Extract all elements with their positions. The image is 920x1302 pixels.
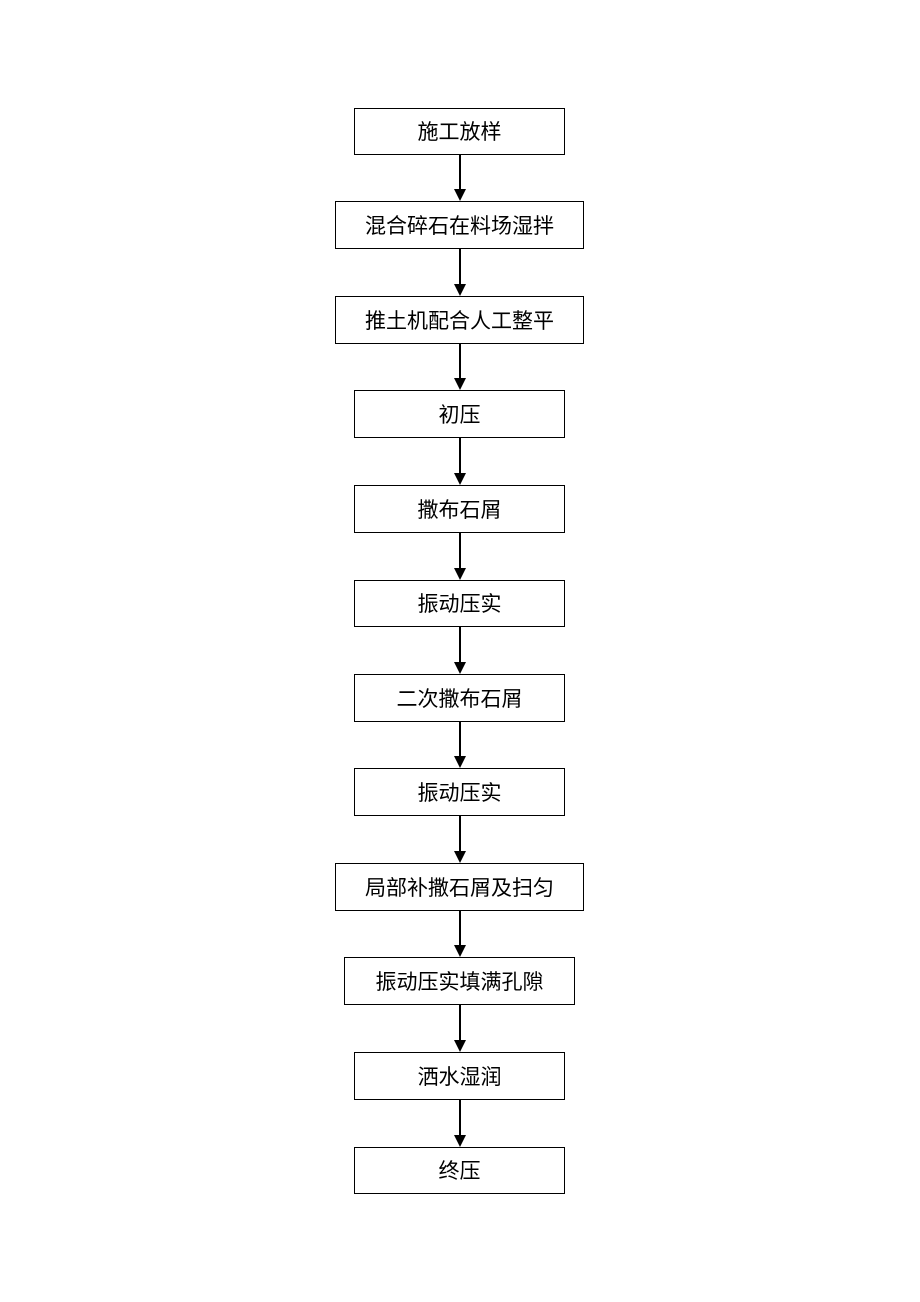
flow-node-label: 推土机配合人工整平 xyxy=(365,311,554,332)
flow-node-n10: 洒水湿润 xyxy=(354,1052,565,1100)
flow-node-n4: 撒布石屑 xyxy=(354,485,565,533)
flow-node-label: 初压 xyxy=(439,405,481,426)
flow-node-n1: 混合碎石在料场湿拌 xyxy=(335,201,584,249)
flow-node-n0: 施工放样 xyxy=(354,108,565,155)
flow-node-label: 混合碎石在料场湿拌 xyxy=(365,216,554,237)
flow-node-label: 振动压实填满孔隙 xyxy=(376,972,544,993)
flow-node-label: 局部补撒石屑及扫匀 xyxy=(365,878,554,899)
flow-node-n6: 二次撒布石屑 xyxy=(354,674,565,722)
flow-node-label: 撒布石屑 xyxy=(418,500,502,521)
flow-node-n9: 振动压实填满孔隙 xyxy=(344,957,575,1005)
flowchart-container: 施工放样混合碎石在料场湿拌推土机配合人工整平初压撒布石屑振动压实二次撒布石屑振动… xyxy=(0,0,920,1302)
flow-node-label: 二次撒布石屑 xyxy=(397,689,523,710)
flow-node-label: 施工放样 xyxy=(418,122,502,143)
flow-node-label: 终压 xyxy=(439,1161,481,1182)
flow-node-n11: 终压 xyxy=(354,1147,565,1194)
flow-node-n8: 局部补撒石屑及扫匀 xyxy=(335,863,584,911)
flow-node-label: 振动压实 xyxy=(418,783,502,804)
flow-node-label: 洒水湿润 xyxy=(418,1067,502,1088)
flow-node-n7: 振动压实 xyxy=(354,768,565,816)
flow-node-n2: 推土机配合人工整平 xyxy=(335,296,584,344)
flow-node-n3: 初压 xyxy=(354,390,565,438)
flow-node-n5: 振动压实 xyxy=(354,580,565,627)
flow-node-label: 振动压实 xyxy=(418,594,502,615)
